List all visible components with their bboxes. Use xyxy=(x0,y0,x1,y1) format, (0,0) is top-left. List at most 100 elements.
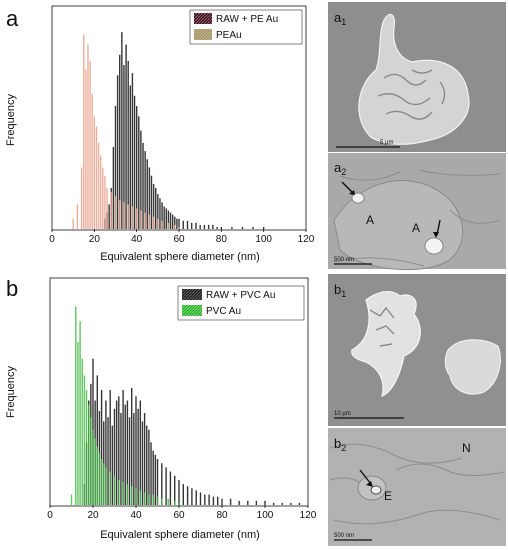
arrow-b2 xyxy=(359,469,372,485)
bar-b-s0-36 xyxy=(165,467,167,505)
micrograph-a2: a2 A A 500 nm xyxy=(328,153,506,271)
bar-b-s1-27 xyxy=(156,496,159,505)
panel-label-b: b xyxy=(6,276,18,301)
bar-a-s0-8 xyxy=(121,32,123,230)
bar-b-s0-35 xyxy=(161,463,163,505)
bar-b-s0-29 xyxy=(146,425,148,505)
bar-a-s0-32 xyxy=(171,214,174,229)
bar-b-s0-32 xyxy=(152,450,154,505)
bar-a-s0-41 xyxy=(203,224,206,229)
bar-b-s0-17 xyxy=(120,413,122,505)
x-tick-label-a-5: 100 xyxy=(255,234,272,245)
bar-a-s0-22 xyxy=(150,175,153,229)
bar-b-s1-31 xyxy=(178,502,180,505)
bar-a-s1-21 xyxy=(135,208,138,229)
bar-a-s0-10 xyxy=(125,44,127,229)
bar-a-s0-5 xyxy=(114,106,117,229)
bar-a-s0-6 xyxy=(116,75,119,229)
legend-label-raw-pvc: RAW + PVC Au xyxy=(206,290,275,301)
x-tick-label-b-6: 120 xyxy=(300,510,317,521)
x-tick-label-b-4: 80 xyxy=(216,510,228,521)
bar-a-s1-12 xyxy=(102,167,104,229)
bar-b-s0-51 xyxy=(238,500,240,505)
legend-swatch-raw-pe xyxy=(194,13,212,24)
bar-b-s0-19 xyxy=(124,404,126,505)
x-tick-label-a-2: 40 xyxy=(131,234,143,245)
bar-b-s1-28 xyxy=(161,498,163,505)
bar-b-s0-8 xyxy=(100,390,103,505)
bar-b-s0-41 xyxy=(186,486,189,505)
bar-a-s0-18 xyxy=(142,142,144,229)
x-tick-label-b-0: 0 xyxy=(47,510,53,521)
bar-b-s0-48 xyxy=(217,496,219,505)
bar-a-s1-16 xyxy=(114,196,117,229)
bar-a-s1-10 xyxy=(97,142,100,229)
bar-a-s1-30 xyxy=(178,226,180,229)
bar-a-s0-26 xyxy=(159,198,161,229)
micrograph-b1: b1 10 µm xyxy=(328,274,506,426)
bar-b-s0-14 xyxy=(113,408,116,505)
bar-a-s1-20 xyxy=(131,206,134,229)
x-ticks-a: 0 20 40 60 80 100 120 xyxy=(49,229,315,245)
bar-b-s0-16 xyxy=(118,396,120,505)
bar-a-s0-49 xyxy=(262,226,265,229)
annotation-b2-2: E xyxy=(384,489,392,503)
bar-a-s1-29 xyxy=(174,224,176,229)
bar-b-s1-16 xyxy=(109,471,111,505)
bar-b-s0-15 xyxy=(115,400,118,505)
bar-a-s0-37 xyxy=(186,220,189,229)
legend-swatch-raw-pvc xyxy=(182,289,202,300)
bar-b-s0-56 xyxy=(281,502,283,505)
bar-a-s1-2 xyxy=(80,167,83,229)
bar-b-s0-30 xyxy=(148,429,150,505)
bar-b-s0-26 xyxy=(139,400,141,505)
legend-b: RAW + PVC Au PVC Au xyxy=(177,285,305,321)
bar-a-s1-17 xyxy=(119,200,121,229)
bar-b-s0-54 xyxy=(264,500,266,505)
bar-a-s0-44 xyxy=(216,226,218,229)
bar-a-s0-48 xyxy=(252,226,254,229)
bar-b-s0-22 xyxy=(131,387,133,505)
bar-a-s0-35 xyxy=(178,218,180,229)
bar-b-s0-34 xyxy=(156,459,159,505)
bar-b-s0-40 xyxy=(182,484,184,505)
bar-a-s0-28 xyxy=(163,206,165,229)
particle-a2-1 xyxy=(351,192,365,204)
bar-a-s1-7 xyxy=(91,93,93,229)
bar-a-s0-45 xyxy=(220,226,223,229)
bar-a-s1-28 xyxy=(167,222,170,229)
bar-a-s0-43 xyxy=(212,224,214,229)
bar-b-s0-13 xyxy=(111,425,114,505)
cell-shape-b1 xyxy=(351,291,421,397)
scale-text-a1: 5 µm xyxy=(380,140,393,146)
bar-b-s0-21 xyxy=(128,417,131,505)
bar-b-s1-8 xyxy=(90,417,92,505)
endosome-b2 xyxy=(370,485,382,495)
bar-a-s0-17 xyxy=(140,130,142,229)
bar-b-s1-10 xyxy=(94,438,96,505)
bar-b-s1-6 xyxy=(85,390,88,505)
bar-b-s0-10 xyxy=(105,400,107,505)
x-tick-label-b-2: 40 xyxy=(130,510,142,521)
chart-a: 0 20 40 60 80 100 120 Frequency Equivalent sph… xyxy=(5,5,315,263)
bar-b-s1-30 xyxy=(174,500,176,505)
bar-a-s1-15 xyxy=(110,192,112,229)
legend-a: RAW + PE Au PEAu xyxy=(189,9,303,45)
bar-b-s0-18 xyxy=(122,390,124,505)
bar-b-s1-17 xyxy=(113,475,116,505)
bar-a-s0-15 xyxy=(135,106,138,229)
x-tick-label-a-4: 80 xyxy=(216,234,228,245)
bar-a-s0-33 xyxy=(174,216,176,229)
bar-a-s0-29 xyxy=(165,208,167,229)
bar-a-s1-13 xyxy=(104,175,106,229)
bar-b-s0-49 xyxy=(221,498,223,505)
x-tick-label-a-3: 60 xyxy=(173,234,185,245)
bars-b xyxy=(70,306,301,505)
panel-label-a: a xyxy=(6,6,19,31)
bar-a-s1-19 xyxy=(127,204,129,229)
bar-b-s1-9 xyxy=(92,429,94,505)
bar-b-s0-28 xyxy=(143,413,146,505)
bar-a-s0-27 xyxy=(161,202,163,229)
scale-text-b2: 500 nm xyxy=(334,533,354,539)
